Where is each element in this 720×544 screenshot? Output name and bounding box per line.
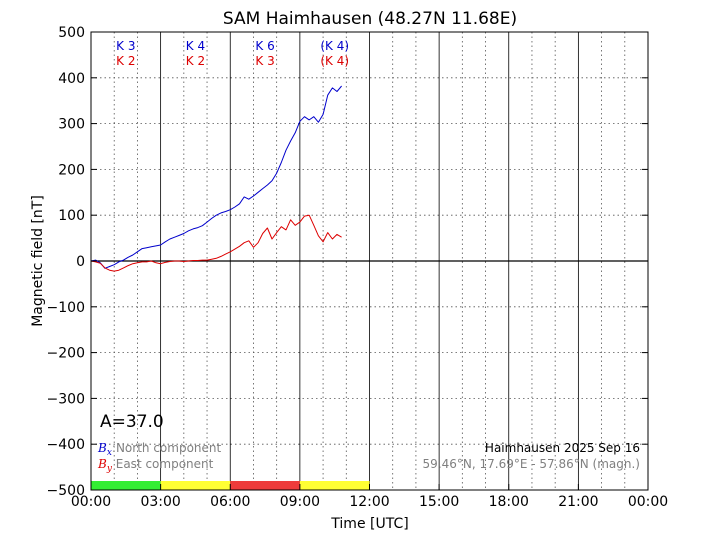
k-index-east: K 2 — [186, 54, 205, 68]
x-tick-label: 00:00 — [628, 494, 668, 510]
k-index-east: K 3 — [255, 54, 274, 68]
x-tick-label: 06:00 — [210, 494, 250, 510]
east-component-line — [90, 214, 342, 272]
y-tick-label: 0 — [76, 254, 85, 270]
activity-segment — [299, 481, 370, 490]
legend-east-symbol: B — [97, 457, 107, 471]
x-tick-label: 09:00 — [280, 494, 320, 510]
legend-north: Bx:North component — [97, 441, 222, 458]
k-index-east: (K 4) — [320, 54, 349, 68]
activity-bar — [91, 481, 370, 490]
activity-segment — [230, 481, 300, 490]
coordinates-label: 59.46°N, 17.69°E - 57.86°N (magn.) — [423, 457, 640, 471]
legend-north-symbol: B — [97, 441, 107, 455]
y-tick-label: 200 — [58, 162, 85, 178]
y-tick-label: 300 — [58, 117, 85, 133]
y-tick-label: −400 — [47, 437, 85, 453]
a-index-label: A=37.0 — [100, 412, 164, 432]
x-tick-label: 21:00 — [558, 494, 598, 510]
k-index-north: K 3 — [116, 39, 135, 53]
k-index-east: K 2 — [116, 54, 135, 68]
x-tick-label: 00:00 — [71, 494, 111, 510]
k-index-north: K 4 — [186, 39, 205, 53]
legend-east: By East component — [97, 457, 214, 474]
y-axis-label: Magnetic field [nT] — [30, 195, 46, 327]
activity-segment — [91, 481, 161, 490]
legend-north-colon: : — [112, 441, 116, 455]
x-axis-ticks: 00:00 03:00 06:00 09:00 12:00 15:00 18:00 21:00… — [71, 484, 668, 510]
y-tick-label: −100 — [47, 300, 85, 316]
activity-segment — [160, 481, 231, 490]
north-component-line — [90, 85, 342, 269]
grid-lines — [91, 32, 648, 490]
legend-north-subscript: x — [107, 448, 112, 458]
legend-east-subscript: y — [106, 464, 113, 474]
x-axis-label: Time [UTC] — [330, 516, 408, 532]
legend-east-name: East component — [116, 457, 214, 471]
k-index-labels: K 3K 2K 4K 2K 6K 3(K 4)(K 4) — [116, 39, 349, 68]
x-tick-label: 03:00 — [140, 494, 180, 510]
x-tick-label: 12:00 — [349, 494, 389, 510]
k-index-north: (K 4) — [320, 39, 349, 53]
y-tick-label: 100 — [58, 208, 85, 224]
y-tick-label: 500 — [58, 25, 85, 41]
legend-north-name: North component — [116, 441, 222, 455]
series-lines — [90, 85, 342, 272]
y-tick-label: −300 — [47, 391, 85, 407]
chart-title: SAM Haimhausen (48.27N 11.68E) — [223, 9, 517, 29]
station-date-label: Haimhausen 2025 Sep 16 — [485, 441, 640, 455]
legend: Bx:North component By East component — [97, 441, 222, 474]
x-tick-label: 18:00 — [489, 494, 529, 510]
x-tick-label: 15:00 — [419, 494, 459, 510]
y-tick-label: −200 — [47, 346, 85, 362]
y-axis-ticks: 500 400 300 200 100 0 −100 −200 −300 −400 −500 — [47, 25, 648, 499]
k-index-north: K 6 — [255, 39, 274, 53]
y-tick-label: −500 — [47, 483, 85, 499]
y-tick-label: 400 — [58, 71, 85, 87]
